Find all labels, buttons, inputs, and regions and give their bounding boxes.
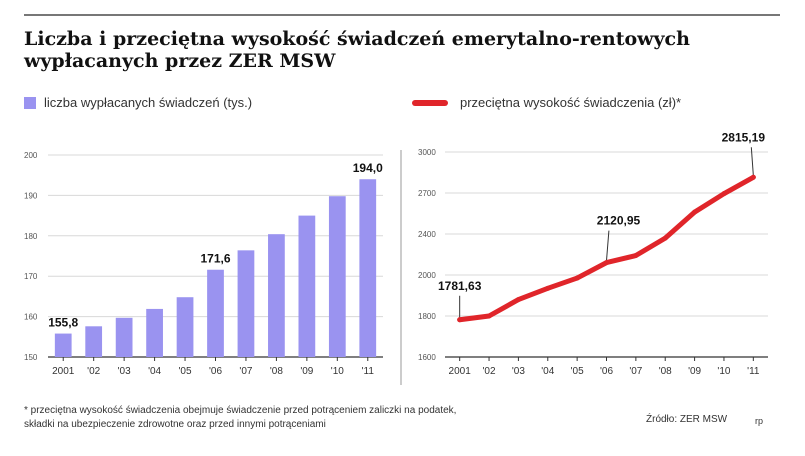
bar-rect [298, 215, 316, 357]
line-data-label: 2120,95 [597, 214, 641, 228]
line-point [692, 209, 698, 215]
line-point [457, 317, 463, 323]
line-x-tick-label: '03 [512, 366, 525, 377]
legend-bar-label: liczba wypłacanych świadczeń (tys.) [44, 95, 253, 110]
bar-y-tick-label: 190 [24, 191, 38, 200]
bar-rect [54, 333, 72, 357]
bar-rect [176, 297, 194, 357]
line-x-tick-label: '02 [483, 366, 496, 377]
bar-x-tick-label: 2001 [52, 366, 75, 377]
bar-x-tick-label: '07 [239, 366, 252, 377]
line-y-tick-label: 2000 [418, 271, 436, 280]
line-x-tick-label: '06 [600, 366, 613, 377]
line-data-label: 1781,63 [438, 279, 482, 293]
bar-data-label: 171,6 [200, 252, 230, 266]
line-point [721, 191, 727, 197]
line-point [604, 260, 609, 266]
footnote: * przeciętna wysokość świadczenia obejmu… [24, 404, 584, 432]
page-number: rp [755, 416, 764, 426]
line-x-tick-label: 2001 [449, 366, 472, 377]
line-y-tick-label: 1800 [418, 312, 436, 321]
source-note: Źródło: ZER MSW [646, 414, 728, 425]
bar-y-tick-label: 160 [24, 313, 38, 322]
line-point [633, 253, 639, 259]
bar-rect [115, 317, 133, 357]
line-x-tick-label: '05 [571, 366, 584, 377]
line-x-tick-label: '04 [541, 366, 554, 377]
bar-x-tick-label: '04 [148, 366, 161, 377]
bar-rect [268, 234, 285, 357]
bar-y-tick-label: 200 [24, 151, 38, 160]
line-y-tick-label: 2400 [418, 230, 436, 239]
bar-x-tick-label: '03 [118, 366, 131, 377]
line-x-tick-label: '08 [659, 366, 672, 377]
line-point [662, 235, 668, 241]
bar-rect [359, 179, 377, 357]
legend-bar-swatch [24, 96, 36, 109]
line-label-leader [606, 230, 610, 261]
bar-x-tick-label: '06 [209, 366, 222, 377]
bar-y-tick-label: 150 [24, 353, 38, 362]
bar-rect [146, 308, 163, 357]
line-y-tick-label: 3000 [418, 148, 436, 157]
line-x-tick-label: '10 [717, 366, 730, 377]
legend-line-label: przeciętna wysokość świadczenia (zł)* [460, 95, 682, 110]
bar-x-tick-label: '11 [362, 366, 375, 377]
line-point [750, 174, 756, 180]
bar-rect [207, 269, 224, 357]
bar-rect [328, 196, 346, 357]
footnote-line-2: składki na ubezpieczenie zdrowotne oraz … [24, 419, 326, 430]
legend-bars: liczba wypłacanych świadczeń (tys.) [24, 95, 252, 110]
bar-data-label: 155,8 [48, 316, 78, 330]
line-point [515, 297, 521, 303]
line-y-tick-label: 1600 [418, 353, 436, 362]
bar-rect [85, 326, 103, 357]
chart-title: Liczba i przeciętna wysokość świadczeń e… [24, 28, 690, 72]
bar-x-tick-label: '08 [270, 366, 283, 377]
bar-rect [237, 250, 255, 357]
line-point [545, 285, 551, 291]
bar-y-tick-label: 180 [24, 232, 38, 241]
line-label-leader [750, 147, 754, 176]
line-series-path [457, 174, 756, 323]
line-x-tick-label: '07 [629, 366, 642, 377]
bar-x-tick-label: '02 [87, 366, 100, 377]
legend-line: przeciętna wysokość świadczenia (zł)* [412, 95, 681, 110]
line-x-tick-label: '09 [688, 366, 701, 377]
line-data-label: 2815,19 [722, 130, 766, 144]
line-x-tick-label: '11 [747, 366, 760, 377]
legend-line-swatch [412, 99, 448, 106]
top-rule [24, 14, 780, 16]
bar-x-tick-label: '09 [300, 366, 313, 377]
line-point [574, 275, 580, 281]
line-point [486, 313, 492, 319]
line-y-tick-label: 2700 [418, 189, 436, 198]
bar-x-tick-label: '10 [331, 366, 344, 377]
bar-y-tick-label: 170 [24, 272, 38, 281]
bar-data-label: 194,0 [353, 161, 383, 175]
bar-x-tick-label: '05 [179, 366, 192, 377]
footnote-line-1: * przeciętna wysokość świadczenia obejmu… [24, 405, 457, 416]
